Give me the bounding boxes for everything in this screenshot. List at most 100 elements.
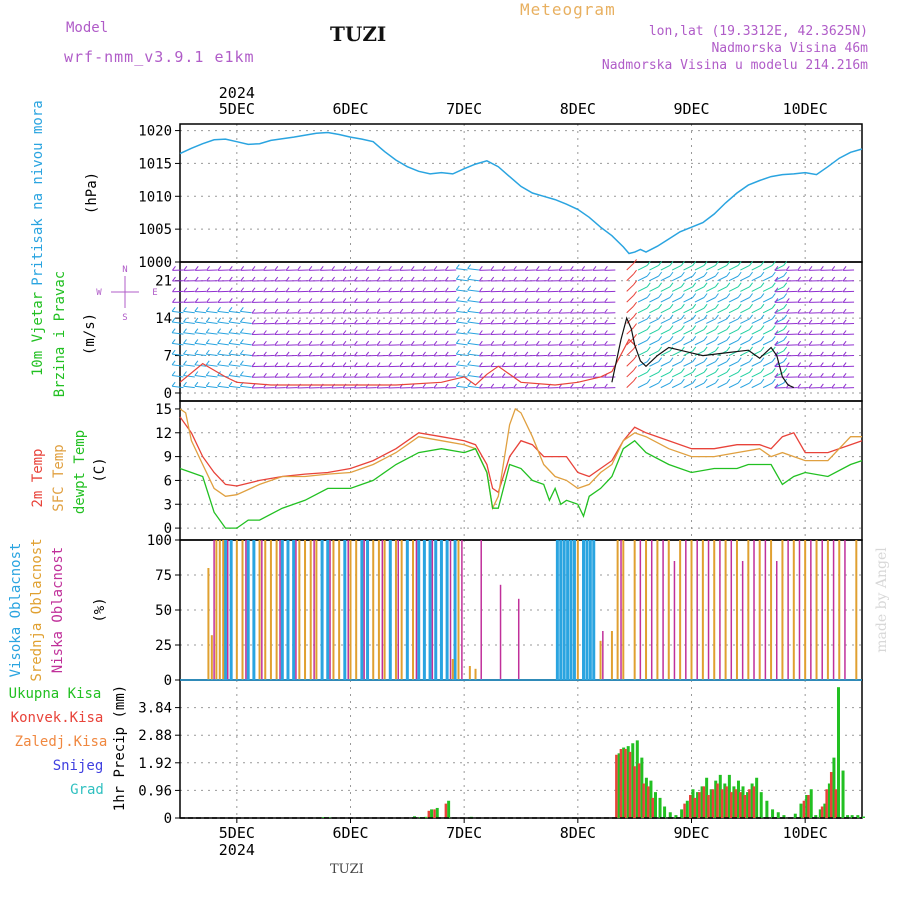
- wind-barb: [365, 351, 370, 357]
- wind-barb: [513, 266, 517, 271]
- x-tick-label-bottom: 7DEC: [446, 824, 482, 842]
- wind-barb: [501, 383, 506, 389]
- precip-total-bar: [723, 783, 727, 818]
- watermark: made by Angel: [874, 547, 890, 653]
- y-tick-label: 0: [164, 811, 172, 827]
- y-tick-label: 0: [164, 673, 172, 689]
- wind-barb: [410, 340, 415, 346]
- wind-barb: [524, 298, 529, 303]
- wind-barb: [771, 293, 776, 298]
- wind-barb: [297, 266, 301, 271]
- wind-barb: [692, 271, 697, 277]
- wind-barb: [467, 353, 480, 357]
- wind-barb: [569, 372, 574, 378]
- pressure-line: [179, 131, 863, 255]
- wind-barb: [455, 328, 460, 334]
- wind-barb: [319, 308, 324, 314]
- wind-barb: [649, 297, 659, 303]
- wind-barb: [194, 371, 199, 376]
- wind-barb: [706, 275, 716, 282]
- wind-barb: [308, 298, 313, 303]
- wind-barb: [194, 332, 207, 335]
- wind-barb: [342, 308, 347, 314]
- wind-barb: [760, 314, 765, 320]
- wind-barb: [422, 287, 426, 293]
- precip-total-bar: [635, 740, 639, 818]
- wind-barb: [455, 296, 460, 301]
- wind-barb: [399, 340, 404, 346]
- wind-barb: [569, 276, 574, 282]
- wind-barb: [205, 328, 210, 334]
- wind-barb: [467, 268, 480, 271]
- wind-line: [179, 338, 636, 386]
- wind-barb: [726, 325, 731, 330]
- wind-barb: [262, 372, 267, 378]
- precip-conv-bar: [734, 789, 737, 818]
- wind-barb: [706, 382, 716, 389]
- wind-barb: [692, 346, 697, 352]
- wind-barb: [783, 293, 788, 298]
- wind-axis-title: 10m Vjetar: [30, 292, 46, 376]
- wind-barb: [433, 362, 438, 367]
- wind-barb: [603, 351, 608, 357]
- precip-total-bar: [700, 786, 704, 818]
- wind-barb: [637, 382, 648, 389]
- y-tick-label: 2.88: [138, 728, 172, 744]
- wind-barb: [797, 330, 802, 335]
- wind-barb: [331, 351, 335, 357]
- precip-conv-bar: [711, 789, 715, 818]
- wind-barb: [171, 349, 176, 355]
- wind-barb: [680, 303, 685, 309]
- wind-barb: [239, 317, 244, 323]
- wind-barb: [274, 319, 279, 325]
- wind-barb: [353, 298, 358, 303]
- wind-barb: [831, 340, 836, 346]
- wind-barb: [433, 298, 438, 303]
- wind-barb: [183, 287, 188, 293]
- wind-barb: [206, 332, 218, 335]
- wind-barb: [194, 266, 199, 271]
- wind-barb: [737, 303, 742, 309]
- wind-barb: [762, 339, 773, 346]
- precip-conv-bar: [807, 795, 810, 818]
- wind-barb: [737, 271, 742, 277]
- wind-barb: [558, 287, 563, 293]
- wind-barb: [297, 340, 301, 346]
- wind-barb: [365, 276, 370, 282]
- x-tick-label-top: 8DEC: [560, 100, 596, 118]
- wind-barb: [422, 330, 426, 335]
- wind-barb: [637, 371, 648, 378]
- wind-barb: [353, 266, 358, 271]
- wind-barb: [433, 340, 438, 346]
- wind-barb: [669, 303, 674, 309]
- wind-barb: [660, 307, 671, 314]
- wind-barb: [660, 286, 671, 292]
- precip-total-bar: [732, 786, 736, 818]
- wind-barb: [592, 383, 597, 389]
- wind-barb: [455, 339, 460, 344]
- wind-barb: [751, 371, 762, 378]
- wind-barb: [297, 372, 301, 378]
- wind-barb: [513, 362, 517, 367]
- wind-barb: [581, 276, 586, 282]
- precip-conv-bar: [628, 751, 632, 818]
- wind-barb: [715, 335, 719, 341]
- precip-total-bar: [776, 812, 780, 818]
- wind-barb: [513, 330, 517, 335]
- wind-barb: [205, 381, 210, 387]
- wind-barb: [513, 287, 517, 293]
- wind-barb: [399, 330, 404, 335]
- wind-barb: [490, 298, 495, 303]
- wind-barb: [774, 319, 779, 325]
- wind-barb: [467, 339, 472, 344]
- wind-barb: [774, 383, 779, 389]
- wind-barb: [297, 351, 301, 357]
- wind-barb: [308, 362, 313, 367]
- wind-barb: [490, 351, 495, 357]
- wind-barb: [422, 308, 426, 314]
- wind-barb: [808, 287, 813, 293]
- wind-barb: [637, 297, 648, 303]
- wind-barb: [658, 314, 663, 320]
- wind-barb: [262, 330, 267, 335]
- wind-barb: [649, 329, 659, 335]
